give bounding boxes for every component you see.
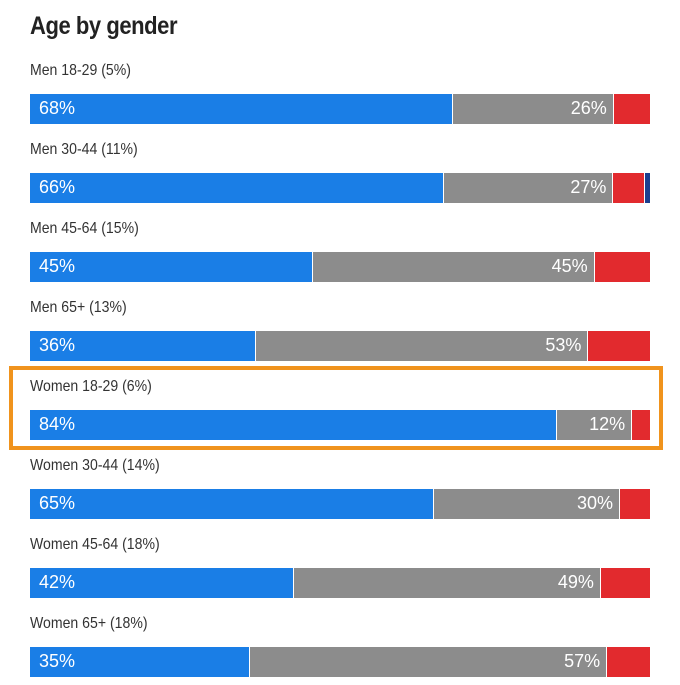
bar-segment-blue: 84% <box>30 410 557 440</box>
bar-segment-blue: 36% <box>30 331 256 361</box>
bar-segment-blue: 45% <box>30 252 312 282</box>
bar-segment-red <box>606 647 650 677</box>
data-label: 35% <box>39 651 76 671</box>
bar-segment-gray: 53% <box>255 331 588 361</box>
data-label: 27% <box>570 177 607 197</box>
bar-segment-gray: 49% <box>293 568 600 598</box>
bar-group: Men 18-29 (5%) 68% 26% <box>30 62 650 132</box>
bar-segment-red <box>599 568 650 598</box>
bar-segment-blue: 42% <box>30 568 294 598</box>
data-label: 12% <box>589 414 626 434</box>
data-label: 65% <box>39 493 76 513</box>
data-label: 26% <box>570 98 607 118</box>
data-label: 42% <box>39 572 76 592</box>
bar-segment-gray: 57% <box>249 647 607 677</box>
data-label: 66% <box>39 177 76 197</box>
bar-segment-gray: 45% <box>311 252 594 282</box>
bar-group-label: Men 18-29 (5%) <box>30 62 131 79</box>
bar-group-label: Women 30-44 (14%) <box>30 457 160 474</box>
bar-group-label: Men 45-64 (15%) <box>30 220 139 237</box>
bar-segment-blue: 65% <box>30 489 433 519</box>
stacked-bar: 42% 49% <box>30 568 650 598</box>
bar-segment-blue: 68% <box>30 94 452 124</box>
bar-group-label: Men 65+ (13%) <box>30 299 127 316</box>
data-label: 84% <box>39 414 76 434</box>
bar-segment-red <box>593 252 650 282</box>
bar-segment-gray: 27% <box>443 173 613 203</box>
bar-segment-red <box>587 331 650 361</box>
data-label: 36% <box>39 335 76 355</box>
bar-group: Men 30-44 (11%) 66% 27% <box>30 141 650 211</box>
bar-segment-gray: 30% <box>433 489 619 519</box>
bar-group: Men 45-64 (15%) 45% 45% <box>30 220 650 290</box>
stacked-bar: 68% 26% <box>30 94 650 124</box>
bar-segment-red <box>612 94 650 124</box>
stacked-bar: 35% 57% <box>30 647 650 677</box>
bar-group-label: Women 65+ (18%) <box>30 615 148 632</box>
stacked-bar: 65% 30% <box>30 489 650 519</box>
bar-group: Women 30-44 (14%) 65% 30% <box>30 457 650 527</box>
stacked-bar: 45% 45% <box>30 252 650 282</box>
bar-segment-blue: 66% <box>30 173 444 203</box>
bar-segment-gray: 26% <box>451 94 613 124</box>
bar-group: Women 18-29 (6%) 84% 12% <box>30 378 650 448</box>
data-label: 57% <box>564 651 601 671</box>
bar-segment-blue: 35% <box>30 647 250 677</box>
bar-segment-red <box>631 410 650 440</box>
bar-group: Men 65+ (13%) 36% 53% <box>30 299 650 369</box>
chart-title: Age by gender <box>30 12 178 40</box>
bar-segment-navy <box>643 173 650 203</box>
bar-segment-red <box>612 173 644 203</box>
bar-segment-red <box>619 489 650 519</box>
stacked-bar: 66% 27% <box>30 173 650 203</box>
data-label: 30% <box>576 493 613 513</box>
data-label: 49% <box>557 572 594 592</box>
data-label: 68% <box>39 98 76 118</box>
bar-group: Women 65+ (18%) 35% 57% <box>30 615 650 685</box>
bar-group-label: Men 30-44 (11%) <box>30 141 138 158</box>
bar-group-label: Women 45-64 (18%) <box>30 536 160 553</box>
stacked-bar: 36% 53% <box>30 331 650 361</box>
bar-group-label: Women 18-29 (6%) <box>30 378 152 395</box>
stacked-bar: 84% 12% <box>30 410 650 440</box>
bar-segment-gray: 12% <box>556 410 632 440</box>
data-label: 45% <box>39 256 76 276</box>
bar-group: Women 45-64 (18%) 42% 49% <box>30 536 650 606</box>
data-label: 45% <box>551 256 588 276</box>
data-label: 53% <box>545 335 582 355</box>
